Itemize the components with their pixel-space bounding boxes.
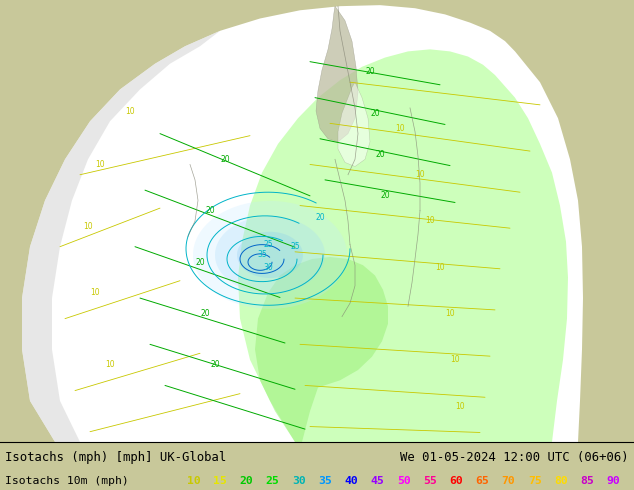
Text: Isotachs 10m (mph): Isotachs 10m (mph) [5, 476, 129, 486]
Text: 15: 15 [213, 476, 227, 486]
Text: 20: 20 [365, 68, 375, 76]
Text: 10: 10 [90, 289, 100, 297]
Text: 10: 10 [125, 106, 135, 116]
Text: 10: 10 [105, 360, 115, 369]
Text: 65: 65 [476, 476, 489, 486]
Text: 20: 20 [315, 214, 325, 222]
Text: 10: 10 [425, 217, 435, 225]
Text: 10: 10 [445, 309, 455, 318]
Text: 35: 35 [257, 250, 267, 259]
Text: 10: 10 [395, 124, 405, 133]
Polygon shape [338, 82, 370, 167]
Text: 10: 10 [415, 170, 425, 179]
Text: 70: 70 [501, 476, 515, 486]
Text: 85: 85 [580, 476, 594, 486]
Polygon shape [238, 49, 568, 442]
Polygon shape [255, 257, 388, 442]
Text: 10: 10 [455, 401, 465, 411]
Text: 20: 20 [200, 309, 210, 318]
Text: 25: 25 [266, 476, 280, 486]
Text: 10: 10 [95, 160, 105, 169]
Text: 35: 35 [318, 476, 332, 486]
Text: 90: 90 [607, 476, 620, 486]
Text: 20: 20 [210, 360, 220, 369]
Text: 10: 10 [450, 355, 460, 364]
Text: 20: 20 [205, 206, 215, 215]
Polygon shape [215, 217, 325, 294]
Text: 45: 45 [370, 476, 384, 486]
Text: 55: 55 [423, 476, 437, 486]
Text: Isotachs (mph) [mph] UK-Global: Isotachs (mph) [mph] UK-Global [5, 451, 226, 464]
Text: 75: 75 [528, 476, 541, 486]
Text: We 01-05-2024 12:00 UTC (06+06): We 01-05-2024 12:00 UTC (06+06) [400, 451, 629, 464]
Text: 80: 80 [554, 476, 568, 486]
Text: 20: 20 [240, 476, 253, 486]
Text: 20: 20 [220, 155, 230, 164]
Polygon shape [316, 6, 358, 142]
Text: 10: 10 [187, 476, 201, 486]
Text: 25: 25 [290, 242, 300, 251]
Text: 60: 60 [450, 476, 463, 486]
Text: 10: 10 [435, 263, 445, 272]
Polygon shape [193, 201, 347, 309]
Polygon shape [237, 232, 303, 278]
Text: 10: 10 [83, 221, 93, 231]
Polygon shape [22, 5, 583, 442]
Text: 30: 30 [292, 476, 306, 486]
Polygon shape [22, 31, 220, 442]
Text: 20: 20 [370, 109, 380, 118]
Text: 20: 20 [380, 191, 390, 200]
Text: 30: 30 [263, 263, 273, 272]
Text: 25: 25 [263, 240, 273, 249]
Text: 20: 20 [195, 258, 205, 267]
Text: 50: 50 [397, 476, 411, 486]
Text: 40: 40 [344, 476, 358, 486]
Text: 20: 20 [375, 149, 385, 159]
